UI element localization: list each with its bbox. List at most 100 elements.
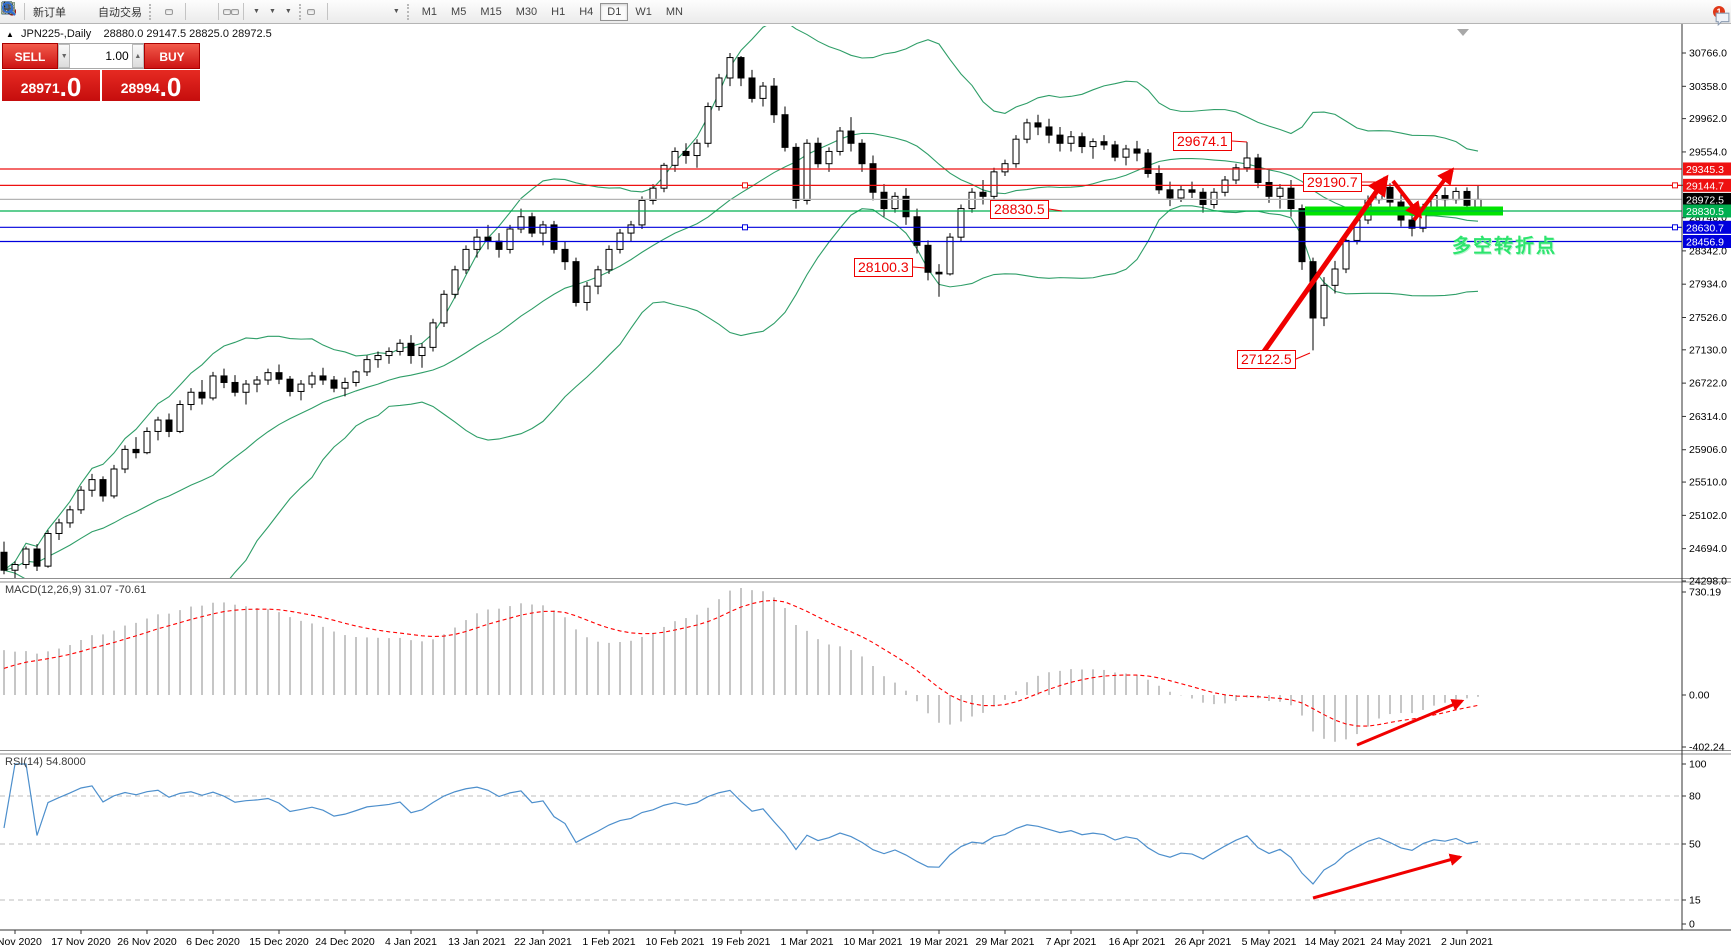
- svg-text:22 Jan 2021: 22 Jan 2021: [514, 936, 572, 948]
- timeframe-button-h1[interactable]: H1: [551, 5, 566, 18]
- search-button[interactable]: [2, 2, 1705, 16]
- volume-decrease-button[interactable]: ▼: [58, 44, 71, 68]
- arrows-button[interactable]: ▼: [2, 2, 404, 18]
- symbol-title: JPN225-,Daily: [20, 28, 92, 40]
- price-annotation[interactable]: 28100.3: [854, 258, 913, 277]
- tile-windows-button[interactable]: [2, 2, 214, 15]
- candlestick-series: [0, 53, 1482, 578]
- price-badge: [1683, 192, 1731, 206]
- svg-text:10 Feb 2021: 10 Feb 2021: [646, 936, 705, 948]
- volume-input[interactable]: [70, 44, 132, 68]
- candlestick-chart-button[interactable]: [2, 1, 173, 15]
- metaeditor-button[interactable]: [1, 2, 78, 15]
- rsi-label: RSI(14) 54.8000: [5, 756, 86, 768]
- trend-arrows[interactable]: [1255, 167, 1465, 900]
- svg-text:28830.5: 28830.5: [1686, 206, 1724, 218]
- rsi-pane: [0, 763, 1682, 901]
- zoom-out-button[interactable]: [2, 2, 206, 15]
- svg-text:25102.0: 25102.0: [1689, 510, 1727, 522]
- line-handle[interactable]: [1672, 182, 1678, 189]
- sell-price: 28971: [20, 80, 60, 96]
- svg-text:1 Mar 2021: 1 Mar 2021: [780, 936, 833, 948]
- price-annotation[interactable]: 27122.5: [1237, 350, 1296, 369]
- collapse-panel-icon[interactable]: ▲: [6, 30, 14, 39]
- svg-text:A: A: [4, 2, 12, 16]
- indicators-button[interactable]: ▼: [1, 2, 264, 18]
- timeframe-button-w1[interactable]: W1: [635, 5, 652, 18]
- svg-text:29 Mar 2021: 29 Mar 2021: [976, 936, 1035, 948]
- macd-signal-line: [3, 599, 1479, 727]
- text-button[interactable]: A: [4, 2, 380, 16]
- svg-text:29962.0: 29962.0: [1689, 113, 1727, 125]
- price-annotation[interactable]: 29190.7: [1303, 173, 1362, 192]
- timeframe-button-d1[interactable]: D1: [600, 2, 629, 21]
- svg-text:29554.0: 29554.0: [1689, 146, 1727, 158]
- svg-text:30358.0: 30358.0: [1689, 81, 1727, 93]
- crosshair-button[interactable]: [2, 2, 323, 15]
- fibonacci-button[interactable]: F: [2, 3, 372, 16]
- line-chart-button[interactable]: [1, 3, 181, 15]
- timeframe-button-h4[interactable]: H4: [579, 5, 594, 18]
- horizontal-line-objects[interactable]: [0, 168, 1682, 243]
- price-axis: 30766.030358.029962.029554.029146.028748…: [0, 24, 1731, 931]
- svg-text:1 Feb 2021: 1 Feb 2021: [582, 936, 635, 948]
- cursor-button[interactable]: [4, 1, 315, 15]
- line-handle[interactable]: [742, 182, 748, 189]
- bar-chart-button[interactable]: [2, 2, 165, 15]
- auto-trading-label: 自动交易: [98, 6, 142, 19]
- svg-text:28342.0: 28342.0: [1689, 245, 1727, 257]
- line-handle[interactable]: [742, 224, 748, 231]
- auto-scroll-button[interactable]: [1, 2, 231, 15]
- time-axis: 8 Nov 2020 17 Nov 2020 26 Nov 2020 6 Dec 20…: [0, 930, 1493, 948]
- chart-note-text[interactable]: 多空转折点: [1452, 236, 1558, 257]
- svg-text:26 Apr 2021: 26 Apr 2021: [1175, 936, 1232, 948]
- trend-arrow[interactable]: [1356, 699, 1465, 747]
- buy-button[interactable]: BUY: [144, 43, 200, 69]
- volume-increase-button[interactable]: ▲: [131, 44, 145, 68]
- svg-text:24694.0: 24694.0: [1689, 543, 1727, 555]
- svg-text:29345.3: 29345.3: [1686, 164, 1724, 176]
- timeframe-button-m30[interactable]: M30: [515, 5, 538, 18]
- chart-shift-marker[interactable]: [1457, 29, 1469, 36]
- notifications-button[interactable]: 1: [1713, 5, 1730, 26]
- mql5-community-button[interactable]: [1, 2, 86, 15]
- svg-text:27526.0: 27526.0: [1689, 312, 1727, 324]
- text-label-button[interactable]: T: [1, 2, 388, 15]
- new-order-label: 新订单: [33, 6, 66, 19]
- svg-text:25510.0: 25510.0: [1689, 477, 1727, 489]
- chart-shift-button[interactable]: [1, 2, 239, 15]
- price-annotation[interactable]: 29674.1: [1173, 132, 1232, 151]
- webcast-button[interactable]: [2, 5, 94, 15]
- price-badge: [1683, 178, 1731, 192]
- timeframe-button-m15[interactable]: M15: [480, 5, 502, 18]
- sell-button[interactable]: SELL: [2, 43, 58, 69]
- svg-text:24 May 2021: 24 May 2021: [1371, 936, 1432, 948]
- trend-arrow[interactable]: [1391, 179, 1423, 219]
- periods-button[interactable]: ▼: [1, 1, 280, 18]
- timeframe-button-mn[interactable]: MN: [665, 5, 683, 18]
- templates-button[interactable]: ▼: [1, 2, 296, 18]
- dropdown-arrow-icon: ▼: [284, 8, 292, 15]
- price-annotation[interactable]: 28830.5: [990, 200, 1049, 219]
- bollinger-band-line: [3, 132, 1479, 571]
- trend-arrow[interactable]: [1412, 167, 1455, 222]
- svg-text:26314.0: 26314.0: [1689, 411, 1727, 423]
- sell-price-panel[interactable]: 28971.0: [2, 70, 100, 101]
- horizontal-line-button[interactable]: [2, 7, 348, 15]
- timeframe-button-m1[interactable]: M1: [421, 5, 438, 18]
- trend-arrow[interactable]: [1312, 853, 1463, 900]
- svg-text:16 Apr 2021: 16 Apr 2021: [1109, 936, 1166, 948]
- equidistant-channel-button[interactable]: E: [1, 2, 364, 16]
- auto-trading-button[interactable]: 自动交易: [1, 1, 146, 23]
- svg-text:28630.7: 28630.7: [1686, 222, 1724, 234]
- line-handle[interactable]: [1672, 224, 1678, 231]
- new-order-button[interactable]: 新订单: [2, 1, 70, 23]
- trendline-button[interactable]: [2, 2, 356, 15]
- timeframe-button-m5[interactable]: M5: [451, 5, 467, 18]
- macd-pane: [3, 588, 1479, 742]
- trend-arrow[interactable]: [1255, 174, 1389, 362]
- vertical-line-button[interactable]: [7, 2, 340, 15]
- zoom-in-button[interactable]: [2, 2, 198, 15]
- buy-price-panel[interactable]: 28994.0: [102, 70, 200, 101]
